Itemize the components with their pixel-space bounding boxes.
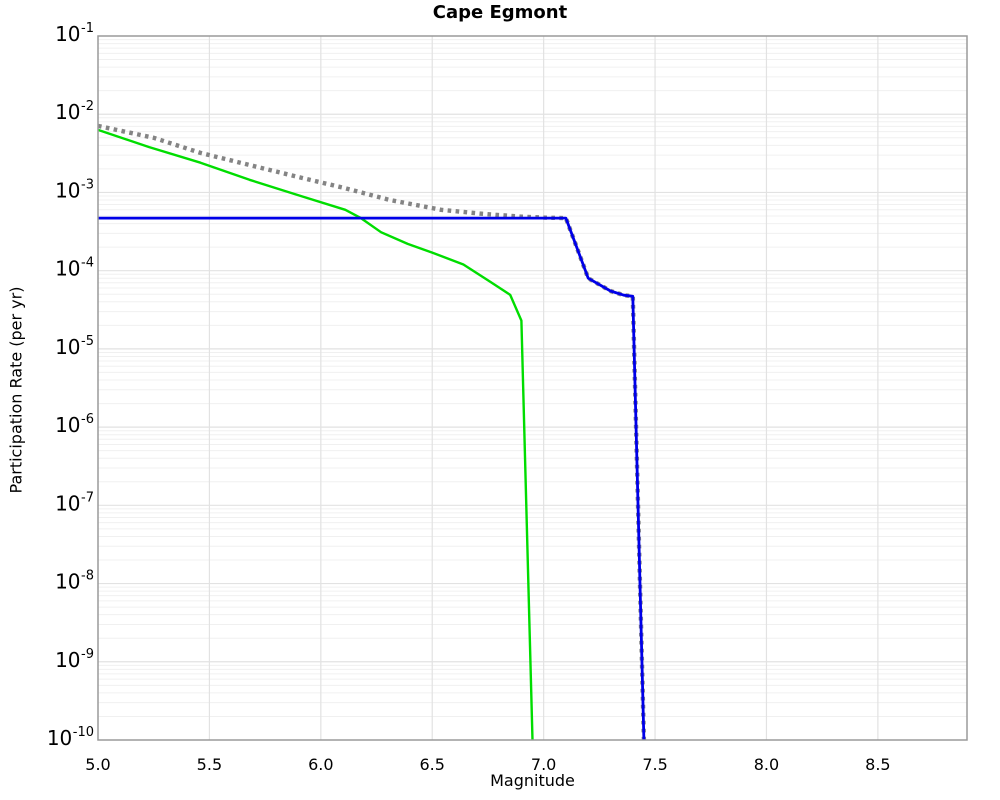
y-tick-label: 10-2	[55, 99, 94, 124]
y-tick-label: 10-8	[55, 569, 94, 594]
x-tick-label: 8.5	[865, 755, 890, 774]
x-tick-label: 8.0	[754, 755, 779, 774]
data-series	[98, 123, 647, 740]
x-tick-label: 7.5	[642, 755, 667, 774]
y-tick-label: 10-9	[55, 647, 94, 672]
gray-dotted-total-curve	[98, 123, 647, 740]
x-tick-label: 7.0	[531, 755, 556, 774]
y-tick-labels: 10-1 10-2 10-3 10-4 10-5 10-6 10-7 10-8 10-9 10-1…	[47, 21, 94, 750]
y-tick-label: 10-7	[55, 490, 94, 515]
x-tick-label: 6.5	[420, 755, 445, 774]
y-tick-label: 10-6	[55, 412, 94, 437]
x-tick-label: 6.0	[308, 755, 333, 774]
x-tick-label: 5.5	[197, 755, 222, 774]
x-tick-labels: 5.0 5.5 6.0 6.5 7.0 7.5 8.0 8.5	[85, 755, 890, 774]
x-axis-label: Magnitude	[490, 771, 575, 790]
minor-gridlines	[98, 39, 967, 717]
x-tick-label: 5.0	[85, 755, 110, 774]
green-solid-gr-curve	[98, 128, 534, 740]
y-tick-label: 10-1	[55, 21, 94, 46]
blue-solid-characteristic-curve	[98, 216, 646, 740]
chart-title: Cape Egmont	[432, 2, 568, 23]
y-tick-label: 10-5	[55, 334, 94, 359]
plot-frame	[97, 35, 968, 741]
y-tick-label: 10-10	[47, 725, 94, 750]
major-gridlines	[98, 36, 967, 740]
y-tick-label: 10-4	[55, 256, 94, 281]
y-axis-label: Participation Rate (per yr)	[6, 286, 26, 494]
y-tick-label: 10-3	[55, 177, 94, 202]
